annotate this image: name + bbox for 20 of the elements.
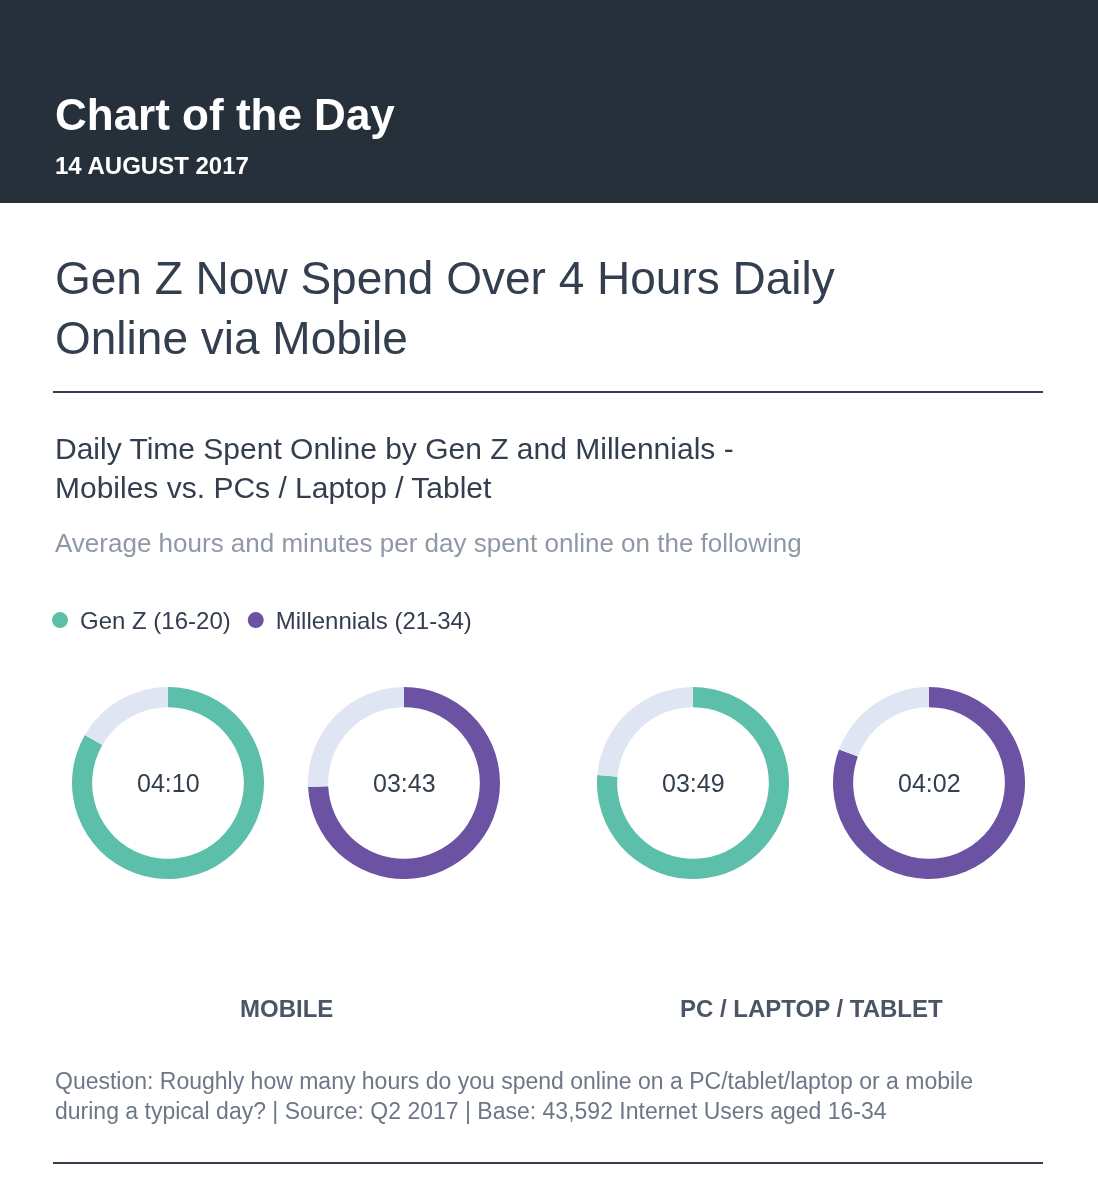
legend-label: Gen Z (16-20) [80,607,231,635]
text: PC / LAPTOP / TABLET [680,995,944,1022]
donut-slice [72,687,264,879]
data-label: 04:10 [137,769,200,797]
data-label: 03:43 [373,769,436,797]
donut-slice [597,687,789,879]
text: Average hours and minutes per day spent online on the following [55,528,802,558]
text: MOBILE [240,995,334,1022]
legend-label: Millennials (21-34) [275,607,472,635]
text: Chart of the Day [55,90,396,139]
text: Question: Roughly how many hours do you spend online on a PC/tablet/laptop or a mobile during a typical day? | Source: Q2 2017 | Base: 43,592 Internet Users aged 16-34 [55,1068,974,1124]
donut-slice [84,687,168,746]
text: 14 AUGUST 2017 [55,152,249,179]
donut-slice [833,687,1025,879]
donut-slice [839,687,929,757]
data-label: 04:02 [898,769,961,797]
text: Daily Time Spent Online by Gen Z and Millennials - Mobiles vs. PCs / Laptop / Tablet [55,432,734,504]
text: Gen Z Now Spend Over 4 Hours Daily Online via Mobile [55,252,835,364]
donut-slice [308,687,500,879]
data-label: 03:49 [662,769,725,797]
